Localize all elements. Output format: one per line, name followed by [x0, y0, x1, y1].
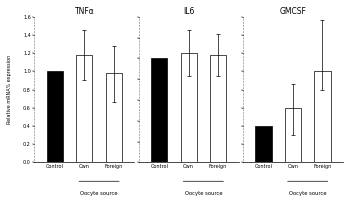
Bar [256, 126, 272, 162]
Title: IL6: IL6 [183, 7, 194, 16]
Bar [76, 55, 92, 162]
Bar [285, 108, 301, 162]
Text: Oocyte source: Oocyte source [289, 191, 327, 197]
Title: GMCSF: GMCSF [280, 7, 306, 16]
Bar [47, 71, 63, 162]
Bar [181, 53, 197, 162]
Text: Oocyte source: Oocyte source [80, 191, 118, 197]
Bar [106, 73, 122, 162]
Bar [314, 71, 330, 162]
Y-axis label: Relative mRNA% expression: Relative mRNA% expression [7, 55, 12, 124]
Bar [210, 55, 226, 162]
Text: Oocyte source: Oocyte source [184, 191, 222, 197]
Bar [151, 58, 167, 162]
Title: TNFα: TNFα [75, 7, 94, 16]
